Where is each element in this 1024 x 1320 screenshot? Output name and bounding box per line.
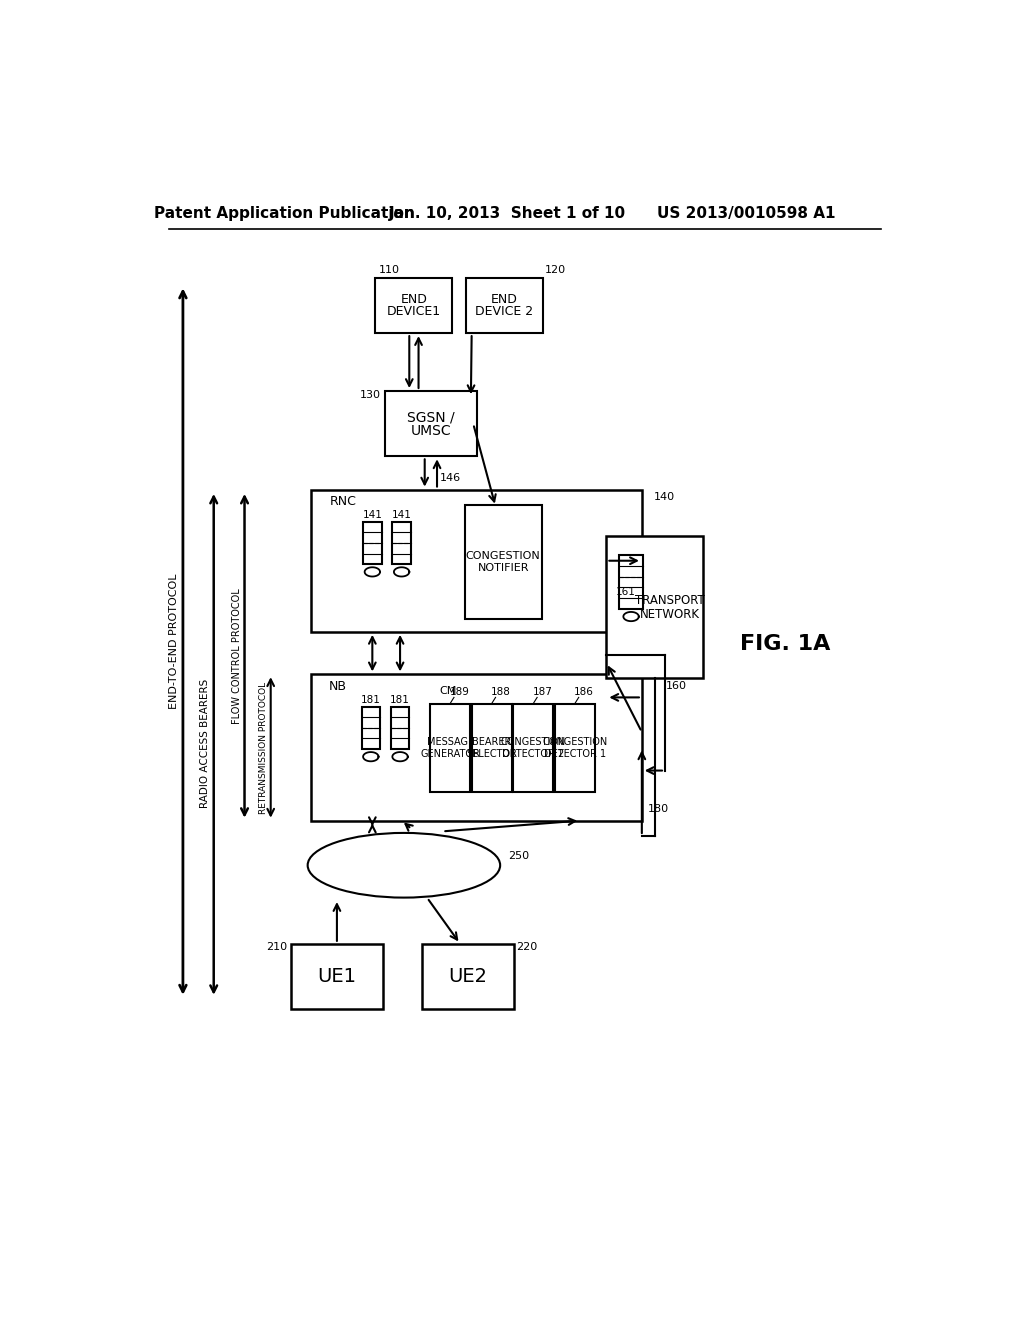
Text: FLOW CONTROL PROTOCOL: FLOW CONTROL PROTOCOL	[231, 587, 242, 723]
Text: UMSC: UMSC	[411, 424, 452, 438]
Text: 250: 250	[508, 851, 529, 861]
Bar	[310, 675, 642, 821]
Text: 181: 181	[360, 694, 381, 705]
Text: 210: 210	[266, 942, 288, 952]
Text: CM: CM	[439, 686, 457, 696]
Bar	[376, 277, 453, 333]
Bar	[391, 706, 410, 748]
Text: Patent Application Publication: Patent Application Publication	[155, 206, 415, 222]
Text: SGSN /: SGSN /	[408, 411, 455, 425]
Text: TRANSPORT: TRANSPORT	[635, 594, 705, 607]
Text: DETECTOR 2: DETECTOR 2	[502, 748, 564, 759]
Text: DEVICE 2: DEVICE 2	[475, 305, 534, 318]
Text: RADIO ACCESS BEARERS: RADIO ACCESS BEARERS	[201, 678, 210, 808]
Text: CONGESTION: CONGESTION	[501, 737, 566, 747]
Text: DETECTOR 1: DETECTOR 1	[544, 748, 606, 759]
Text: 186: 186	[574, 686, 594, 697]
Text: BEARER: BEARER	[472, 737, 511, 747]
Text: DEVICE1: DEVICE1	[387, 305, 441, 318]
Bar	[430, 704, 470, 792]
Bar	[513, 704, 553, 792]
Bar	[364, 521, 382, 564]
Bar	[472, 704, 512, 792]
Bar	[555, 704, 595, 792]
Text: 188: 188	[490, 686, 511, 697]
Text: END: END	[400, 293, 427, 306]
Text: NETWORK: NETWORK	[640, 609, 699, 622]
Bar	[291, 944, 383, 1010]
Text: 110: 110	[379, 265, 400, 275]
Text: US 2013/0010598 A1: US 2013/0010598 A1	[657, 206, 836, 222]
Text: Jan. 10, 2013  Sheet 1 of 10: Jan. 10, 2013 Sheet 1 of 10	[389, 206, 627, 222]
Text: NOTIFIER: NOTIFIER	[477, 564, 529, 573]
Text: UE1: UE1	[317, 968, 356, 986]
Bar	[618, 554, 643, 609]
Bar	[361, 706, 380, 748]
Text: FIG. 1A: FIG. 1A	[740, 634, 830, 653]
Text: CONGESTION: CONGESTION	[543, 737, 607, 747]
Text: 161: 161	[615, 586, 636, 597]
Text: 220: 220	[516, 942, 538, 952]
Text: GENERATOR: GENERATOR	[420, 748, 480, 759]
Text: 130: 130	[359, 389, 381, 400]
Bar	[385, 391, 477, 457]
Text: 141: 141	[391, 510, 412, 520]
Text: NB: NB	[329, 680, 347, 693]
Text: END-TO-END PROTOCOL: END-TO-END PROTOCOL	[169, 573, 179, 709]
Bar	[466, 277, 543, 333]
Text: 146: 146	[439, 473, 461, 483]
Text: 181: 181	[390, 694, 410, 705]
Text: 189: 189	[450, 686, 469, 697]
Bar	[392, 521, 411, 564]
Text: 160: 160	[666, 681, 687, 690]
Bar	[606, 536, 702, 678]
Text: 180: 180	[648, 804, 669, 814]
Text: 140: 140	[653, 492, 675, 502]
Text: SELECTOR: SELECTOR	[466, 748, 517, 759]
Text: CONGESTION: CONGESTION	[466, 550, 541, 561]
Text: RETRANSMISSION PROTOCOL: RETRANSMISSION PROTOCOL	[258, 681, 267, 813]
Text: UE2: UE2	[449, 968, 487, 986]
Text: END: END	[490, 293, 517, 306]
Bar	[422, 944, 514, 1010]
Text: RNC: RNC	[330, 495, 356, 508]
Text: 187: 187	[532, 686, 552, 697]
Bar	[465, 506, 542, 619]
Text: MESSAGE: MESSAGE	[427, 737, 474, 747]
Bar	[310, 490, 642, 632]
Text: 141: 141	[362, 510, 382, 520]
Text: 120: 120	[545, 265, 566, 275]
